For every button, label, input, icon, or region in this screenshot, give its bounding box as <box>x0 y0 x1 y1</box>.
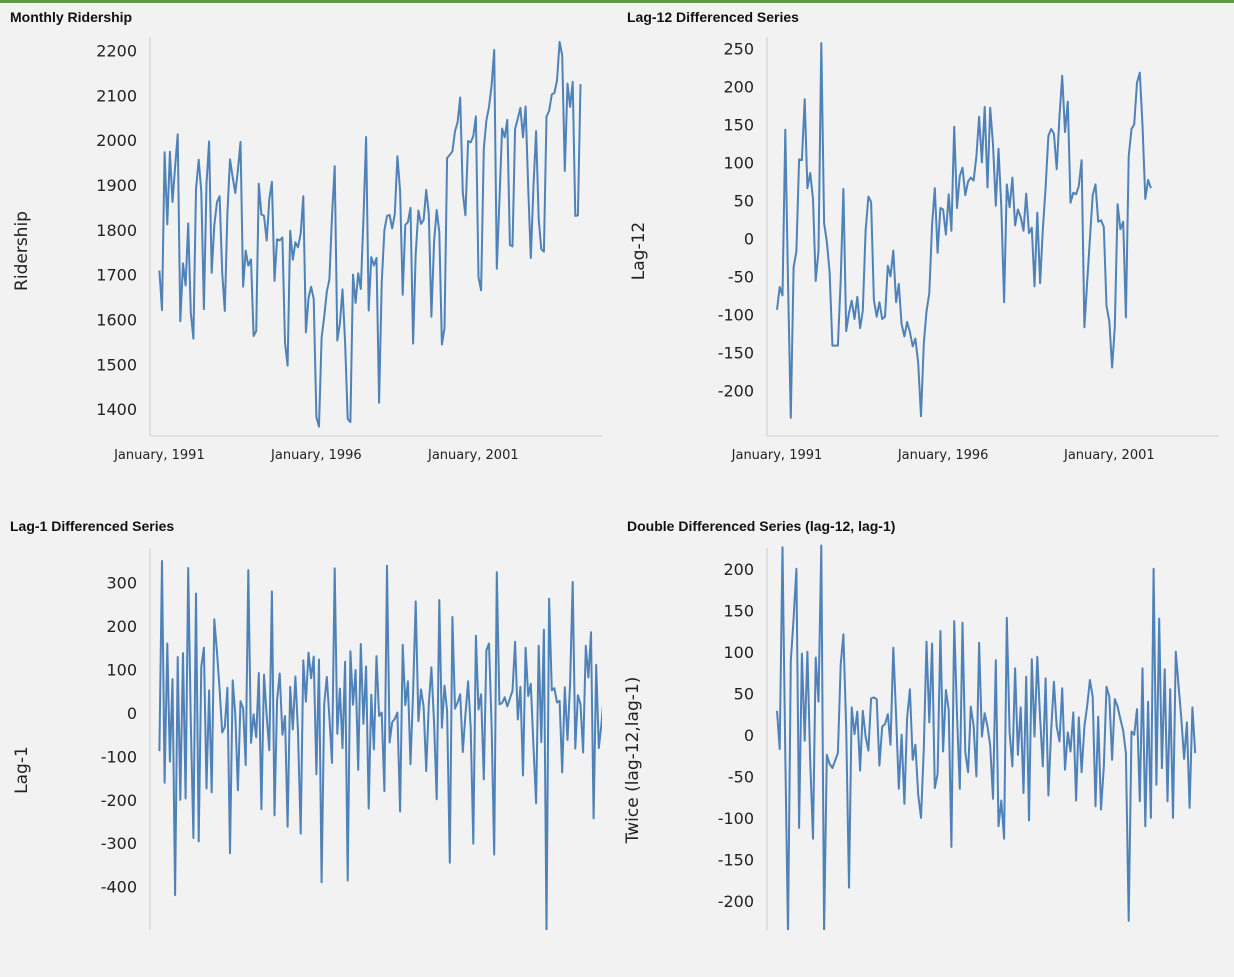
y-tick-label: 1400 <box>96 400 137 419</box>
y-tick-label: 50 <box>734 191 754 210</box>
y-tick-label: 50 <box>734 684 754 703</box>
y-tick-label: 150 <box>723 115 754 134</box>
x-tick-label: January, 1991 <box>113 448 205 463</box>
series-line <box>776 544 1197 930</box>
y-tick-label: -200 <box>101 791 137 810</box>
chart-panel-lag1: Lag-1 Differenced Series -400 -300 -200 -10… <box>0 512 617 977</box>
y-tick-label: -100 <box>718 809 754 828</box>
chart-title: Double Differenced Series (lag-12, lag-1… <box>627 518 896 534</box>
chart-title: Lag-12 Differenced Series <box>627 9 799 25</box>
y-tick-label: 100 <box>723 153 754 172</box>
y-tick-label: 200 <box>723 77 754 96</box>
y-tick-label: 100 <box>723 643 754 662</box>
y-tick-label: -400 <box>101 878 137 897</box>
series-line <box>158 40 582 428</box>
y-tick-label: 1700 <box>96 266 137 285</box>
x-tick-label: January, 2001 <box>1063 448 1155 463</box>
series-line <box>776 42 1152 419</box>
y-tick-label: -200 <box>718 381 754 400</box>
chart-svg-lag12: -200 -150 -100 -50 0 50 100 150 200 250 January, 1… <box>629 37 1219 463</box>
y-tick-label: -100 <box>101 747 137 766</box>
y-tick-label: 300 <box>106 574 137 593</box>
chart-title: Monthly Ridership <box>10 9 133 25</box>
y-tick-label: 0 <box>744 229 754 248</box>
y-tick-label: 2200 <box>96 41 137 60</box>
y-tick-label: 0 <box>744 726 754 745</box>
y-tick-label: -150 <box>718 343 754 362</box>
y-tick-label: 250 <box>723 39 754 58</box>
y-tick-label: -200 <box>718 892 754 911</box>
y-tick-label: 1500 <box>96 355 137 374</box>
y-tick-label: -100 <box>718 305 754 324</box>
top-accent-bar <box>0 0 1234 3</box>
y-axis-title: Ridership <box>12 211 32 291</box>
x-tick-label: January, 1996 <box>897 448 989 463</box>
x-tick-label: January, 1996 <box>270 448 362 463</box>
y-tick-label: 150 <box>723 601 754 620</box>
y-axis-title: Lag-12 <box>629 222 649 280</box>
series-line <box>158 560 602 930</box>
chart-svg-monthly-ridership: 1400 1500 1600 1700 1800 1900 2000 2100 2200 Janu… <box>12 37 602 463</box>
chart-svg-double-diff: -200 -150 -100 -50 0 50 100 150 200 Twice (lag-12… <box>623 544 1197 930</box>
chart-panel-monthly-ridership: Monthly Ridership 1400 1500 1600 1700 1800 19… <box>0 3 617 468</box>
y-axis-title: Lag-1 <box>12 746 32 794</box>
x-tick-label: January, 1991 <box>731 448 823 463</box>
y-tick-label: -50 <box>728 767 754 786</box>
chart-svg-lag1: -400 -300 -200 -100 0 100 200 300 Lag-1 <box>12 548 602 930</box>
chart-title: Lag-1 Differenced Series <box>10 518 175 534</box>
y-tick-label: 100 <box>106 661 137 680</box>
y-tick-label: 1800 <box>96 221 137 240</box>
y-tick-label: 2000 <box>96 131 137 150</box>
y-tick-label: 200 <box>723 560 754 579</box>
y-tick-label: -50 <box>728 267 754 286</box>
y-tick-label: 200 <box>106 617 137 636</box>
y-tick-label: 2100 <box>96 86 137 105</box>
x-tick-label: January, 2001 <box>427 448 519 463</box>
y-tick-label: -300 <box>101 834 137 853</box>
chart-panel-lag12: Lag-12 Differenced Series -200 -150 -100 -5… <box>617 3 1234 468</box>
y-axis-title: Twice (lag-12,lag-1) <box>623 677 643 845</box>
y-tick-label: 1900 <box>96 176 137 195</box>
y-tick-label: 1600 <box>96 310 137 329</box>
y-tick-label: -150 <box>718 850 754 869</box>
chart-panel-double-diff: Double Differenced Series (lag-12, lag-1… <box>617 512 1234 977</box>
y-tick-label: 0 <box>127 704 137 723</box>
